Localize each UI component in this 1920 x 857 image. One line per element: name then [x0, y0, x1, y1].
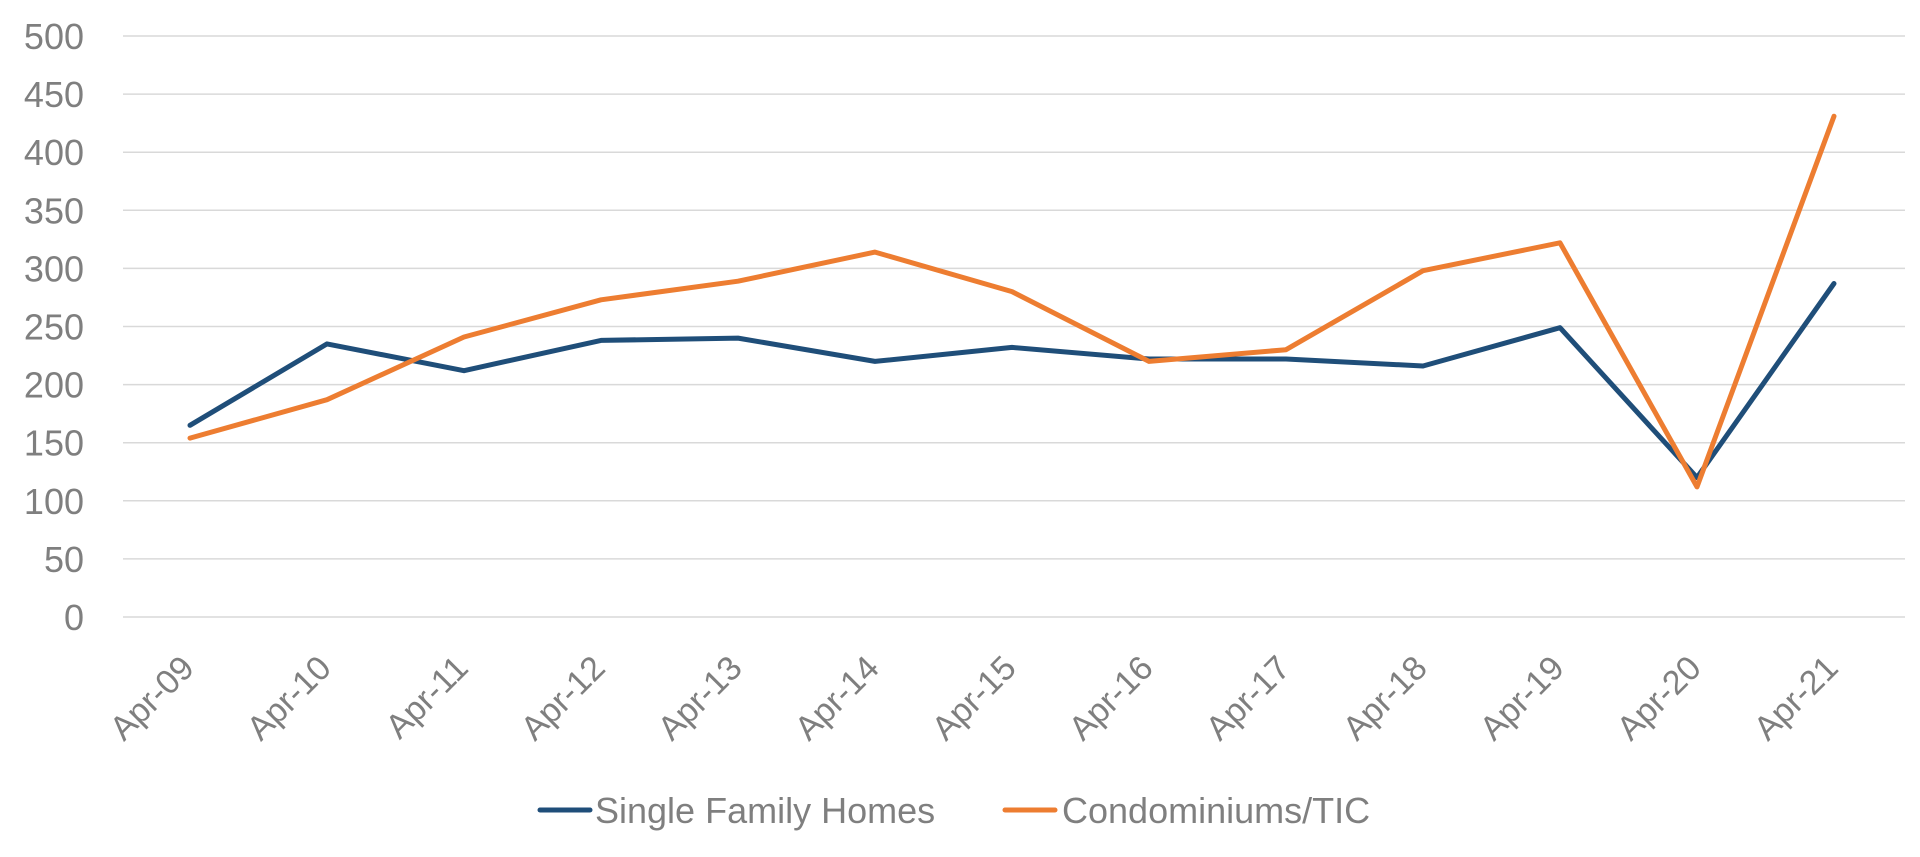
- x-tick-label: Apr-19: [1473, 649, 1572, 748]
- x-tick-label: Apr-20: [1610, 649, 1709, 748]
- x-tick-label: Apr-16: [1062, 649, 1161, 748]
- y-tick-label: 450: [24, 74, 84, 115]
- legend-label: Single Family Homes: [595, 790, 935, 831]
- y-tick-label: 250: [24, 307, 84, 348]
- y-tick-label: 50: [44, 539, 84, 580]
- x-tick-label: Apr-09: [103, 649, 202, 748]
- x-tick-label: Apr-11: [378, 649, 475, 746]
- x-tick-label: Apr-14: [788, 649, 887, 748]
- y-tick-label: 0: [64, 597, 84, 638]
- x-tick-label: Apr-13: [651, 649, 750, 748]
- y-tick-label: 100: [24, 481, 84, 522]
- legend: Single Family Homes Condominiums/TIC: [537, 790, 1370, 831]
- x-tick-label: Apr-15: [925, 649, 1024, 748]
- series-line-condominiums-tic: [187, 113, 1837, 490]
- y-tick-label: 200: [24, 365, 84, 406]
- x-axis-ticks: Apr-09 Apr-10 Apr-11 Apr-12 Apr-13 Apr-14 Apr-…: [103, 649, 1846, 748]
- y-tick-label: 300: [24, 248, 84, 289]
- series-lines: [187, 113, 1837, 490]
- x-tick-label: Apr-18: [1336, 649, 1435, 748]
- y-axis-ticks: 0 50 100 150 200 250 300 350 400 450 500: [24, 16, 84, 638]
- legend-label: Condominiums/TIC: [1062, 790, 1370, 831]
- gridlines: [123, 35, 1905, 618]
- y-tick-label: 350: [24, 190, 84, 231]
- series-line-single-family-homes: [187, 281, 1837, 481]
- y-tick-label: 400: [24, 132, 84, 173]
- x-tick-label: Apr-10: [240, 649, 339, 748]
- x-tick-label: Apr-21: [1747, 649, 1846, 748]
- y-tick-label: 150: [24, 423, 84, 464]
- x-tick-label: Apr-12: [514, 649, 613, 748]
- x-tick-label: Apr-17: [1199, 649, 1298, 748]
- y-tick-label: 500: [24, 16, 84, 57]
